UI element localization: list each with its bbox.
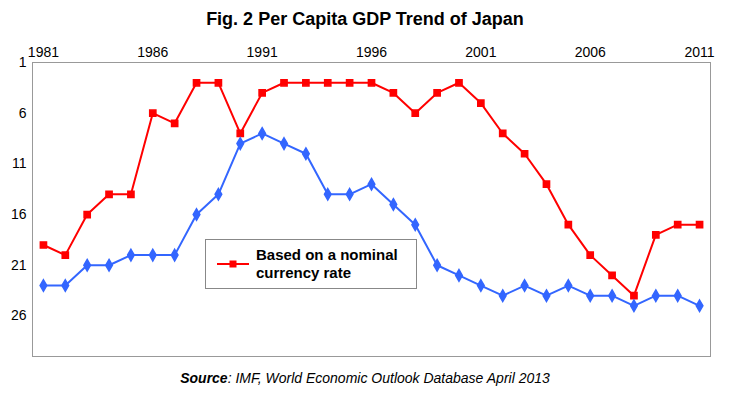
svg-text:2011: 2011 bbox=[685, 44, 715, 60]
svg-text:16: 16 bbox=[11, 206, 27, 222]
svg-text:1986: 1986 bbox=[137, 44, 168, 60]
svg-text:26: 26 bbox=[11, 307, 27, 323]
svg-text:21: 21 bbox=[11, 257, 27, 273]
html-text:Source: IMF, World Economic Ou: Source: IMF, World Economic Outlook Data… bbox=[180, 370, 550, 386]
svg-text:6: 6 bbox=[19, 105, 27, 121]
svg-text:2006: 2006 bbox=[575, 44, 606, 60]
svg-text:1996: 1996 bbox=[356, 44, 387, 60]
svg-text:1981: 1981 bbox=[28, 44, 59, 60]
svg-text:2001: 2001 bbox=[465, 44, 496, 60]
svg-text:1991: 1991 bbox=[247, 44, 278, 60]
svg-text:1: 1 bbox=[19, 54, 27, 70]
html-text:Fig. 2 Per Capita GDP Trend of: Fig. 2 Per Capita GDP Trend of Japan bbox=[206, 9, 524, 29]
html-text:Based on a nominal currency ra: Based on a nominal currency rate bbox=[256, 246, 398, 281]
svg-text:11: 11 bbox=[12, 155, 27, 171]
